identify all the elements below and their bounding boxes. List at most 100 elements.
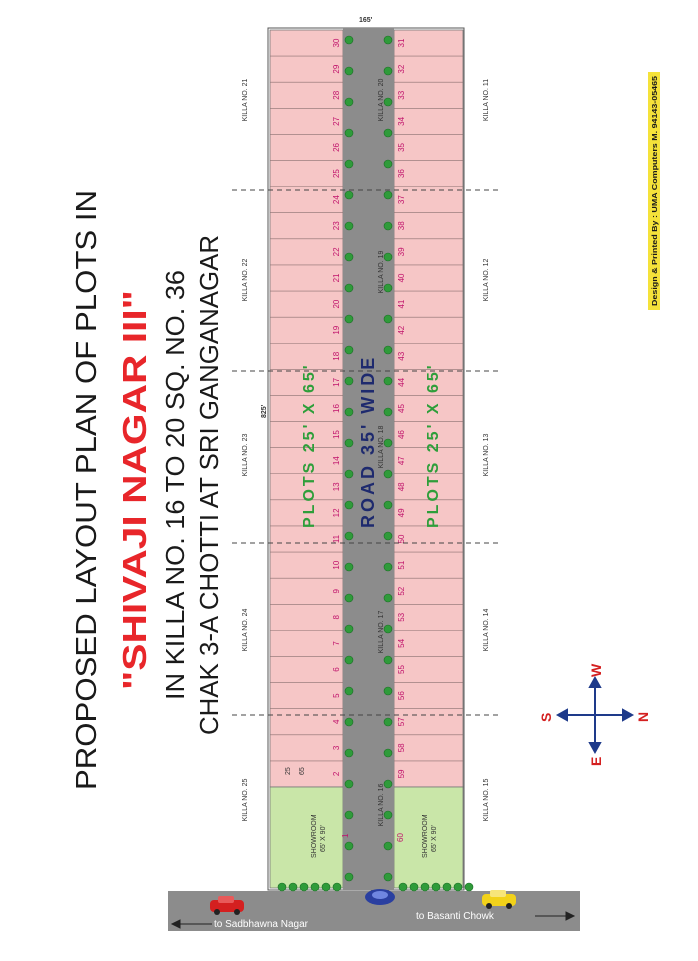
plot-number-21: 21 (332, 273, 341, 282)
killa-label-road: KILLA NO. 20 (378, 78, 385, 121)
plot-numbers: 3029282726252423222120191817161514131211… (332, 38, 406, 778)
plot-number-24: 24 (332, 195, 341, 204)
tree-icon (344, 593, 354, 603)
killa-label-right: KILLA NO. 11 (483, 79, 490, 121)
tree-icon (299, 882, 309, 892)
tree-icon (344, 655, 354, 665)
tree-icon (344, 500, 354, 510)
killa-label-left: KILLA NO. 24 (242, 608, 249, 651)
killa-label-right: KILLA NO. 12 (483, 258, 490, 301)
tree-icon (383, 221, 393, 231)
plot-number-16: 16 (332, 404, 341, 413)
tree-icon (409, 882, 419, 892)
plot-number-28: 28 (332, 90, 341, 99)
credit-text: Design & Printed By : UMA Computers M. 9… (652, 76, 659, 306)
width-dimension: 165' (359, 17, 373, 24)
tree-icon (344, 748, 354, 758)
compass-north: N (635, 712, 651, 722)
tree-icon (383, 872, 393, 882)
plot-number-38: 38 (397, 221, 406, 230)
tree-icon (431, 882, 441, 892)
tree-icon (383, 779, 393, 789)
tree-icon (453, 882, 463, 892)
compass-east: E (588, 757, 604, 766)
tree-icon (383, 376, 393, 386)
tree-icon (383, 562, 393, 572)
tree-icon (344, 97, 354, 107)
top-plot-strip (269, 29, 344, 788)
left-direction-arrow (170, 919, 212, 929)
tree-icon (344, 810, 354, 820)
killa-label-left: KILLA NO. 22 (242, 258, 249, 301)
plot-number-10: 10 (332, 560, 341, 569)
plots-size-label-bottom: PLOTS 25' X 65' (425, 362, 442, 528)
compass-south: S (538, 713, 554, 722)
plot-number-56: 56 (397, 691, 406, 700)
tree-icon (383, 190, 393, 200)
killa-label-road: KILLA NO. 19 (378, 250, 385, 293)
tree-icon (383, 655, 393, 665)
tree-icon (344, 35, 354, 45)
plot-number-32: 32 (397, 64, 406, 73)
plot-number-40: 40 (397, 273, 406, 282)
plot-number-8: 8 (332, 615, 341, 620)
tree-icon (383, 97, 393, 107)
showroom-top-size: 65' X 90' (320, 825, 327, 852)
showroom-top-label: SHOWROOM (311, 814, 318, 858)
plot-number-46: 46 (397, 430, 406, 439)
tree-icon (288, 882, 298, 892)
plot-number-42: 42 (397, 325, 406, 334)
plot-number-9: 9 (332, 588, 341, 593)
tree-icon (344, 190, 354, 200)
showroom-bottom-label: SHOWROOM (422, 814, 429, 858)
plot-number-48: 48 (397, 482, 406, 491)
title-line-1: PROPOSED LAYOUT PLAN OF PLOTS IN (71, 190, 103, 790)
plot-number-54: 54 (397, 638, 406, 647)
killa-label-road: KILLA NO. 18 (378, 425, 385, 468)
yellow-car-icon (482, 890, 516, 909)
road-killa-labels: KILLA NO. 20 KILLA NO. 19 KILLA NO. 18 KILL… (378, 78, 385, 826)
tree-icon (464, 882, 474, 892)
bottom-plot-strip (393, 29, 464, 788)
plot-number-60: 60 (396, 833, 405, 842)
tree-icon (383, 128, 393, 138)
tree-icon (344, 376, 354, 386)
main-road (343, 28, 394, 890)
tree-icon (344, 128, 354, 138)
tree-icon (398, 882, 408, 892)
tree-icon (383, 500, 393, 510)
plot-number-2: 2 (332, 771, 341, 776)
left-killa-labels: KILLA NO. 21 KILLA NO. 22 KILLA NO. 23 KILL… (242, 78, 249, 821)
faint-mark-25: 25 (285, 767, 292, 775)
tree-icon (383, 748, 393, 758)
killa-label-right: KILLA NO. 14 (483, 608, 490, 651)
tree-icon (344, 717, 354, 727)
plot-number-36: 36 (397, 169, 406, 178)
tree-icon (344, 314, 354, 324)
plot-number-55: 55 (397, 665, 406, 674)
entry-road-trees (277, 882, 474, 892)
plot-number-19: 19 (332, 325, 341, 334)
tree-icon (383, 841, 393, 851)
plot-number-45: 45 (397, 404, 406, 413)
plot-number-14: 14 (332, 456, 341, 465)
plot-number-57: 57 (397, 717, 406, 726)
tree-icon (310, 882, 320, 892)
plot-number-3: 3 (332, 745, 341, 750)
killa-label-left: KILLA NO. 23 (242, 433, 249, 476)
tree-icon (344, 841, 354, 851)
plot-number-37: 37 (397, 195, 406, 204)
right-direction-arrow (535, 911, 576, 921)
title-block: PROPOSED LAYOUT PLAN OF PLOTS IN "SHIVAJ… (71, 190, 224, 790)
tree-icon (383, 314, 393, 324)
plot-number-22: 22 (332, 247, 341, 256)
showroom-top (269, 786, 344, 889)
credit-box (648, 72, 660, 310)
killa-label-road: KILLA NO. 17 (378, 610, 385, 653)
plot-number-34: 34 (397, 116, 406, 125)
blue-car-icon (365, 889, 395, 905)
compass-west: W (588, 663, 604, 677)
length-dimension: 825' (261, 404, 268, 418)
plot-number-43: 43 (397, 351, 406, 360)
plot-number-30: 30 (332, 38, 341, 47)
